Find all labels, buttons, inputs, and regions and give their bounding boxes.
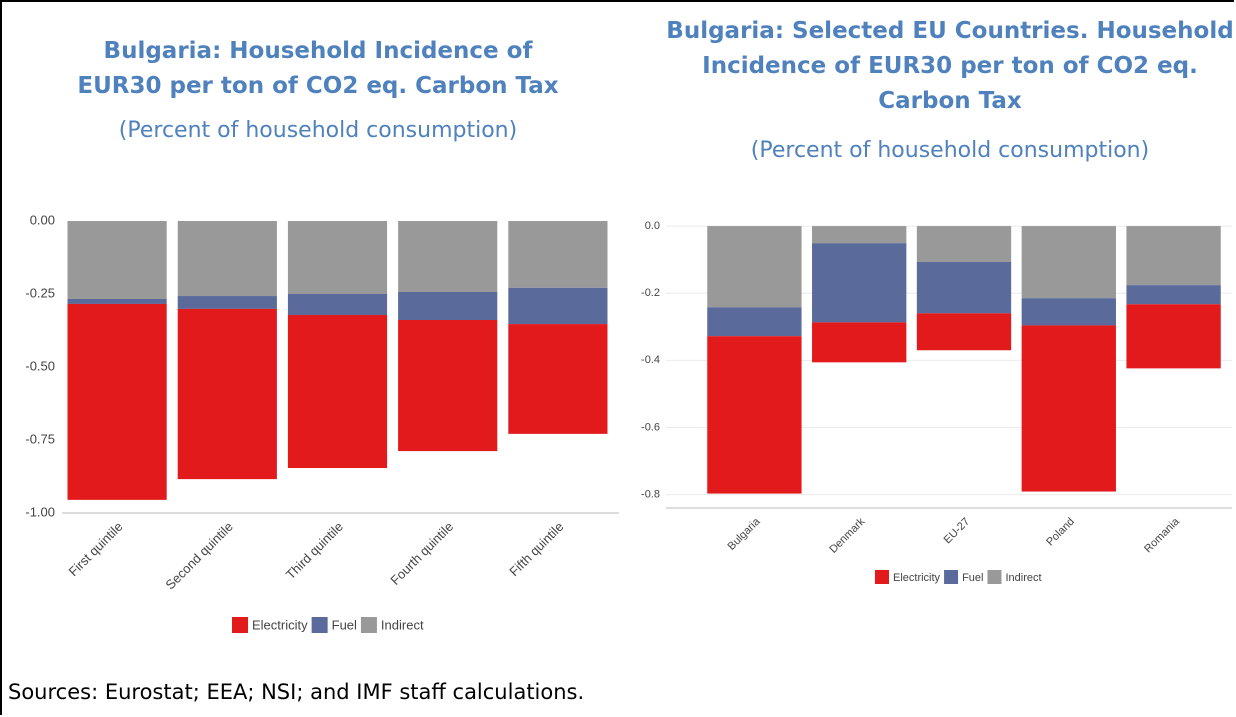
legend-swatch: [875, 570, 889, 584]
chart-subtitle: (Percent of household consumption): [750, 138, 1150, 163]
bar-segment: [398, 319, 498, 452]
bar-segment: [916, 226, 1012, 262]
bar-segment: [812, 226, 907, 244]
bar-segment: [707, 307, 802, 337]
y-tick-label: -0.8: [641, 488, 660, 500]
bar-segment: [1021, 325, 1116, 492]
bar-segment: [67, 303, 167, 500]
y-tick-label: 0.0: [645, 220, 660, 232]
bar-segment: [398, 221, 498, 292]
bar-segment: [67, 221, 167, 299]
x-tick-label: First quintile: [65, 519, 125, 579]
bar-segment: [287, 315, 388, 469]
bar-segment: [67, 298, 167, 304]
chart-subtitle: (Percent of household consumption): [118, 118, 518, 143]
y-tick-label: -0.50: [25, 358, 55, 373]
chart-title: Bulgaria: Household Incidence of EUR30 p…: [77, 38, 559, 99]
legend-label: Electricity: [893, 572, 941, 584]
bar-segment: [707, 336, 802, 494]
legend-swatch: [944, 570, 959, 584]
bar-segment: [1126, 304, 1221, 369]
legend-swatch: [311, 617, 328, 633]
bar-segment: [177, 296, 277, 309]
chart-title: Bulgaria: Selected EU Countries. Househo…: [666, 18, 1234, 114]
x-tick-label: Fifth quintile: [506, 519, 566, 579]
y-tick-label: 0.00: [30, 212, 55, 227]
legend-label: Fuel: [332, 617, 357, 632]
bar-segment: [287, 294, 388, 316]
bar-segment: [916, 261, 1012, 314]
bar-segment: [398, 291, 498, 320]
y-tick-label: -0.75: [25, 431, 55, 446]
y-tick-label: -0.4: [641, 354, 660, 366]
legend-swatch: [232, 617, 248, 633]
bar-segment: [812, 243, 907, 323]
legend-label: Indirect: [1005, 572, 1041, 584]
y-tick-label: -0.6: [641, 421, 660, 433]
legend-swatch: [987, 570, 1002, 584]
y-tick-label: -0.25: [25, 285, 55, 300]
x-tick-label: Poland: [1044, 516, 1077, 549]
y-tick-label: -0.2: [641, 287, 660, 299]
x-tick-label: Second quintile: [162, 519, 235, 592]
x-tick-label: Third quintile: [283, 519, 346, 582]
bar-segment: [812, 322, 907, 363]
bar-segment: [287, 221, 388, 294]
x-tick-label: Denmark: [827, 515, 867, 555]
x-tick-label: Romania: [1142, 515, 1182, 555]
x-tick-label: Bulgaria: [726, 515, 764, 553]
bar-segment: [1021, 298, 1116, 326]
bar-segment: [508, 221, 608, 288]
bar-segment: [707, 226, 802, 308]
bar-segment: [1021, 226, 1116, 299]
x-tick-label: EU-27: [942, 516, 973, 547]
bar-segment: [916, 313, 1012, 351]
bar-segment: [177, 221, 277, 297]
y-tick-label: -1.00: [25, 504, 55, 519]
legend-label: Fuel: [962, 572, 983, 584]
legend-swatch: [360, 617, 377, 633]
bar-segment: [177, 308, 277, 480]
legend-label: Indirect: [381, 617, 424, 632]
legend-label: Electricity: [252, 617, 308, 632]
bar-segment: [508, 324, 608, 434]
bar-segment: [1126, 285, 1221, 305]
bar-segment: [1126, 226, 1221, 286]
footer: Sources: Eurostat; EEA; NSI; and IMF sta…: [8, 680, 585, 704]
x-tick-label: Fourth quintile: [387, 519, 456, 588]
bar-segment: [508, 287, 608, 325]
